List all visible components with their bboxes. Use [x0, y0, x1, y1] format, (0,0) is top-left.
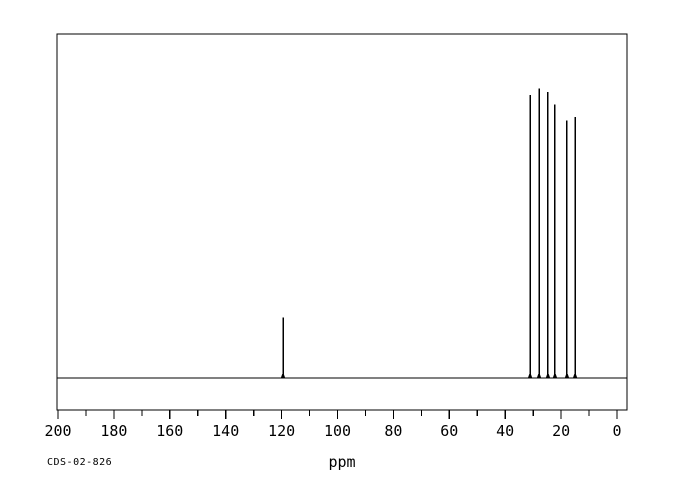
axis-tick-label: 120: [268, 422, 295, 440]
axis-tick-label: 140: [212, 422, 239, 440]
axis-tick-label: 160: [156, 422, 183, 440]
axis-tick-label: 180: [100, 422, 127, 440]
axis-tick-label: 0: [612, 422, 621, 440]
spectrum-peak-foot: [564, 374, 570, 378]
spectrum-peak-foot: [572, 374, 578, 378]
spectrum-peak-foot: [552, 374, 558, 378]
axis-tick-label: 200: [44, 422, 71, 440]
spectrum-peak-foot: [536, 374, 542, 378]
axis-tick-label-group: 200 180 160 140 120 100 80 60 40 20 0: [44, 422, 621, 440]
axis-tick-label: 80: [384, 422, 402, 440]
spectrum-peak-foot: [280, 374, 286, 378]
axis-tick-label: 60: [440, 422, 458, 440]
axis-title-ppm: ppm: [328, 453, 355, 471]
peak-group: [280, 88, 578, 378]
spectrum-peak-foot: [545, 374, 551, 378]
axis-tick-label: 20: [552, 422, 570, 440]
spectrum-peak-foot: [527, 374, 533, 378]
axis-tick-group: [57, 409, 627, 419]
sample-id-label: CDS-02-826: [47, 457, 112, 468]
axis-tick-label: 100: [324, 422, 351, 440]
axis-tick-label: 40: [496, 422, 514, 440]
plot-frame: [56, 33, 628, 411]
